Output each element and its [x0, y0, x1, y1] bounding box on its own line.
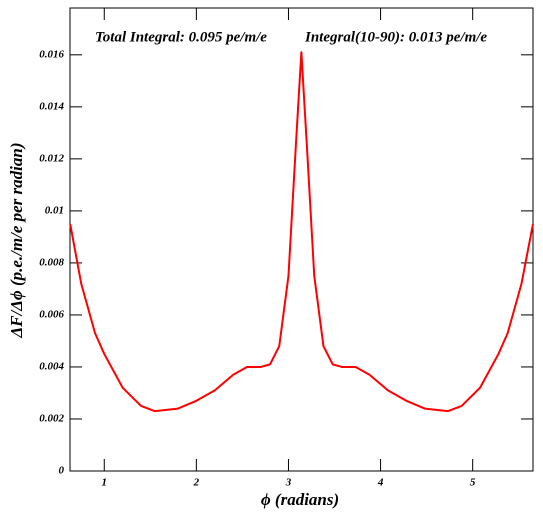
x-axis-label: ϕ (radians)	[261, 490, 339, 509]
y-tick-label: 0.014	[39, 100, 64, 112]
x-tick-label: 5	[470, 477, 476, 489]
x-tick-label: 3	[285, 477, 292, 489]
data-line	[69, 51, 534, 413]
y-tick-label: 0.016	[39, 48, 64, 60]
y-tick-label: 0.002	[39, 413, 64, 425]
y-tick-label: 0.01	[45, 204, 64, 216]
annotation: Total Integral: 0.095 pe/m/e	[95, 29, 267, 45]
x-tick-label: 1	[102, 477, 108, 489]
y-tick-label: 0.006	[39, 308, 64, 320]
plot-frame	[69, 7, 534, 472]
annotation: Integral(10-90): 0.013 pe/m/e	[304, 29, 487, 45]
y-axis-label: ΔF/Δϕ (p.e./m/e per radian)	[7, 142, 26, 338]
y-tick-label: 0	[59, 465, 65, 477]
x-tick-label: 2	[193, 477, 200, 489]
y-tick-label: 0.012	[39, 152, 64, 164]
y-tick-label: 0.004	[39, 360, 64, 372]
x-tick-label: 4	[377, 477, 384, 489]
y-tick-label: 0.008	[39, 256, 64, 268]
